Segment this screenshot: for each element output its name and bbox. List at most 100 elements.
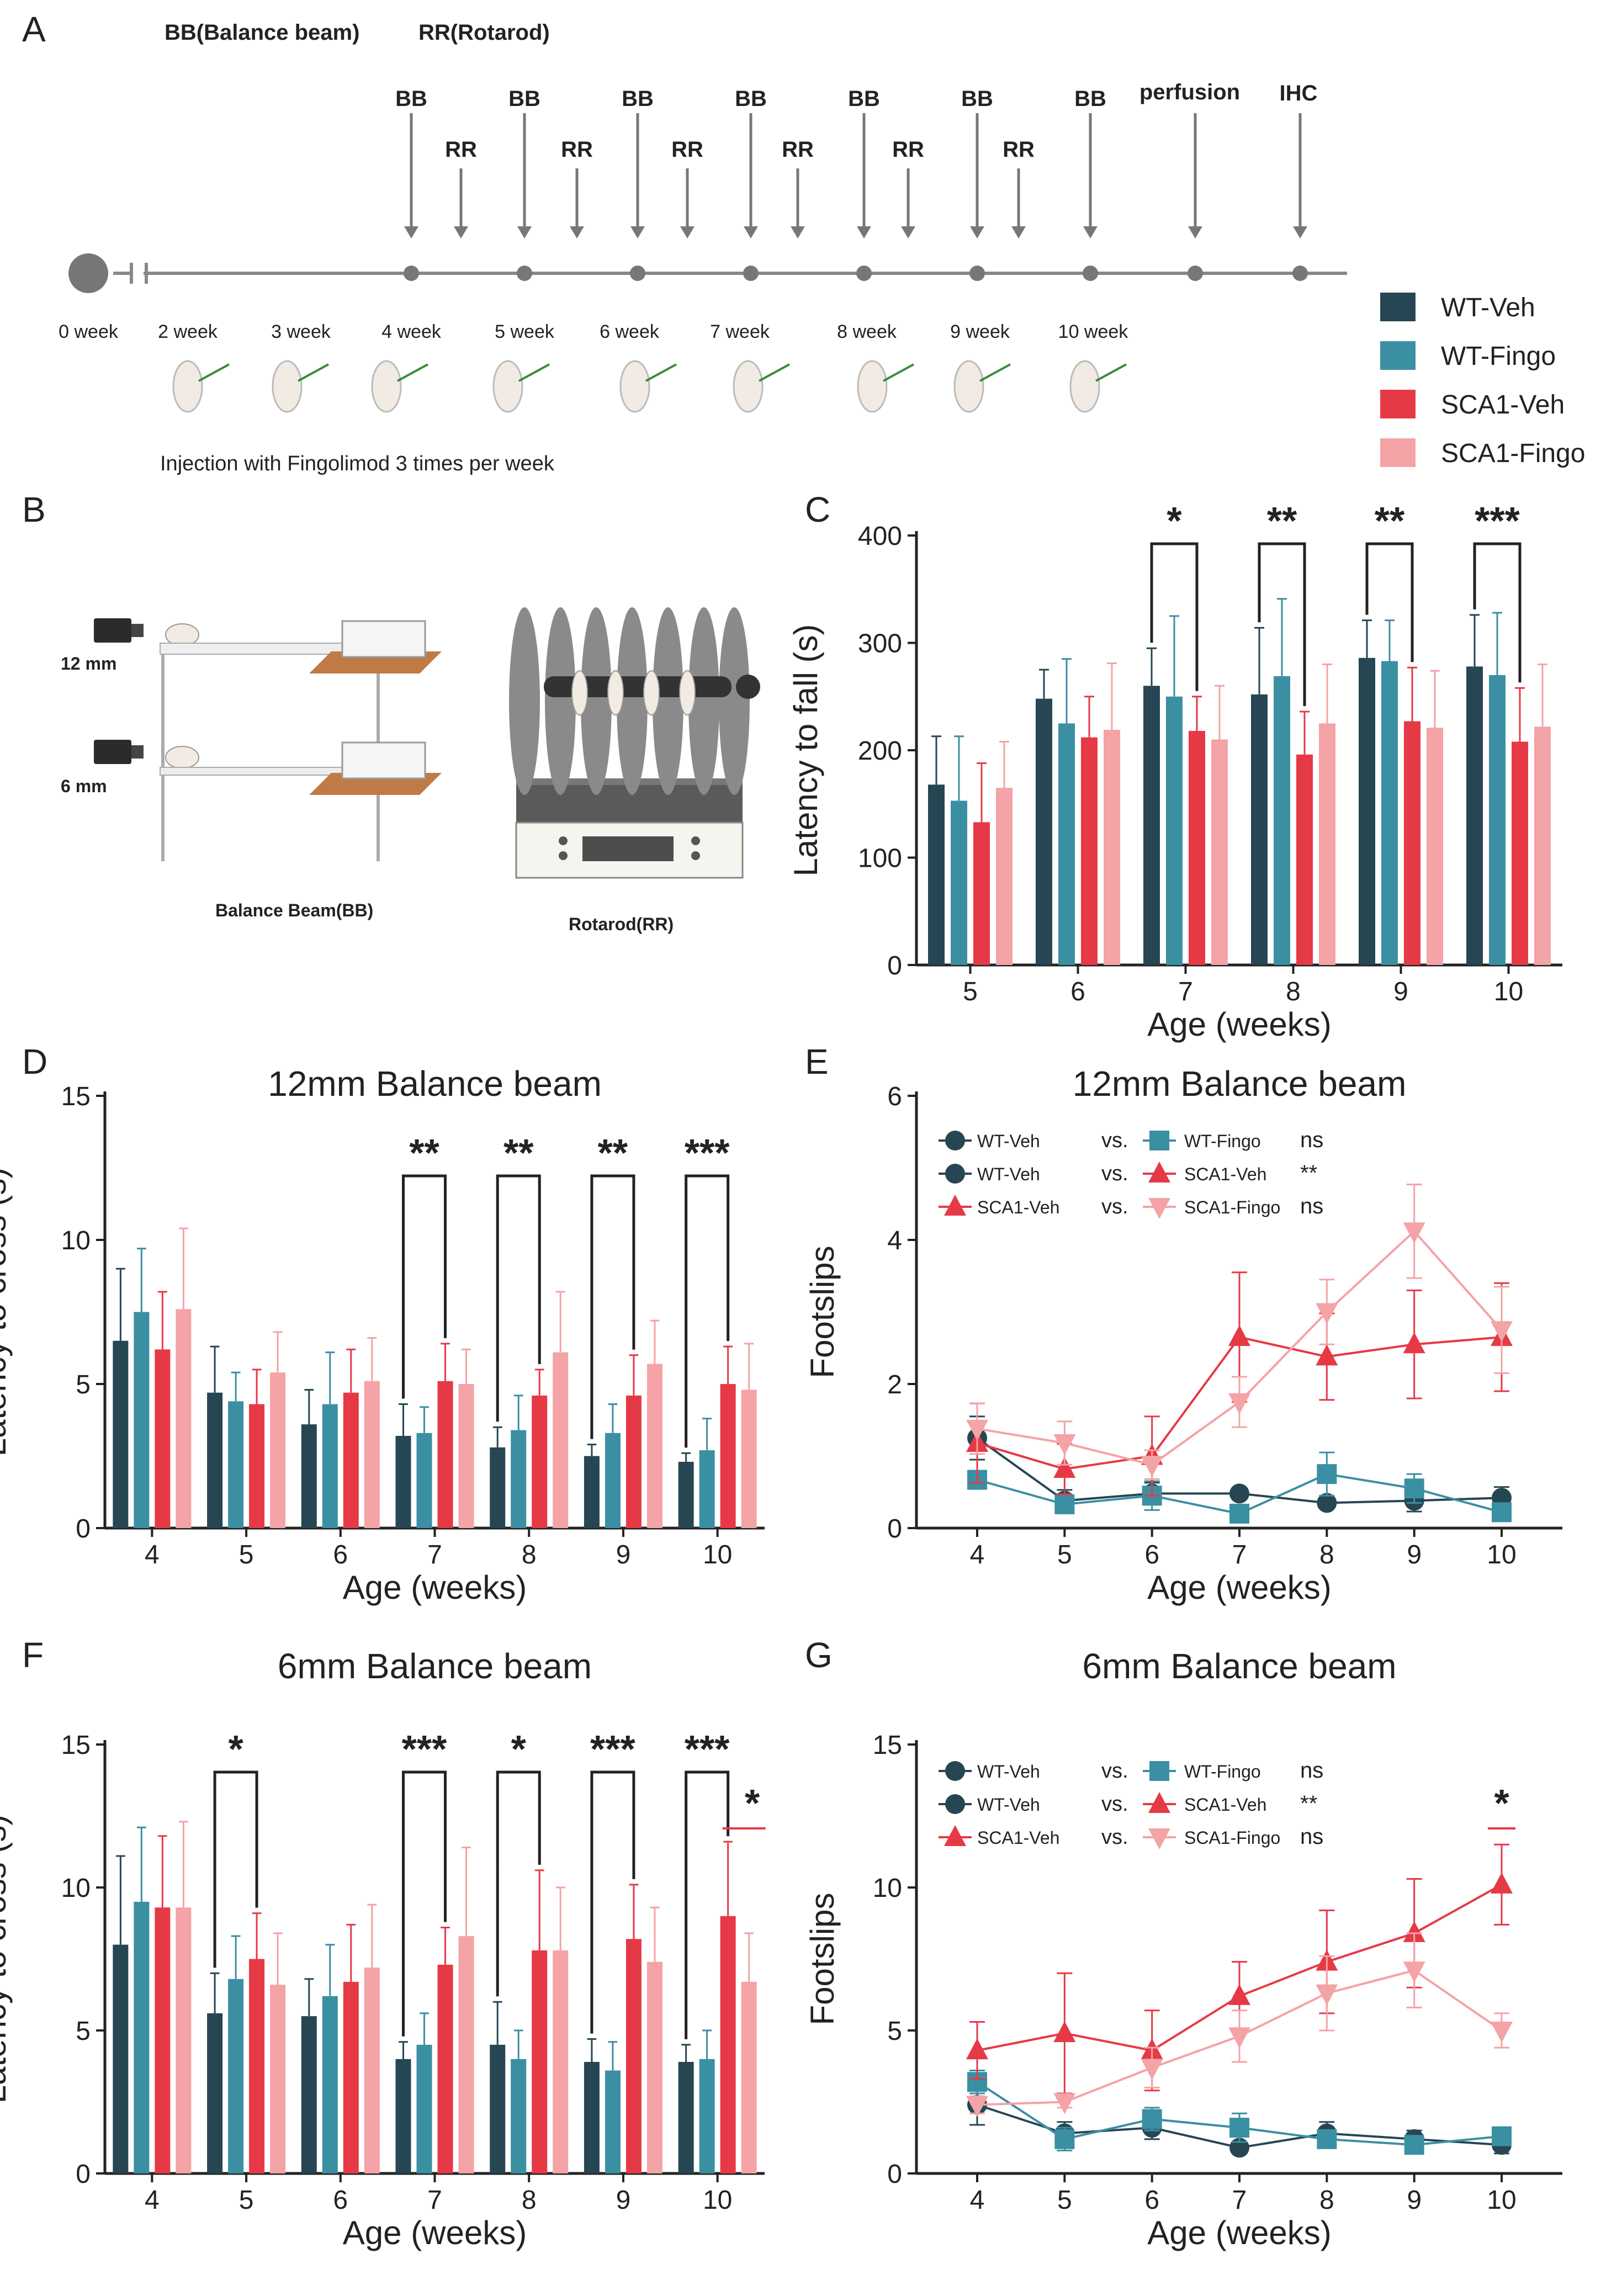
x-tick-label: 4 — [145, 2186, 160, 2215]
significance-bracket — [402, 1770, 447, 2037]
point-sca1-veh — [1403, 1921, 1425, 1942]
comparison-vs: vs. — [1101, 1759, 1128, 1783]
bar-wt-fingo — [416, 2044, 432, 2173]
point-sca1-veh — [1228, 1325, 1250, 1346]
bar-sca1-veh — [343, 1392, 359, 1528]
comparison-marker — [1149, 1131, 1169, 1150]
x-tick-label: 9 — [616, 2186, 631, 2215]
label-bb: BB — [735, 87, 767, 111]
panel-letter-f: F — [22, 1635, 44, 1675]
point-sca1-fingo — [1403, 1222, 1425, 1244]
y-tick-label: 400 — [858, 522, 902, 551]
timeline-dot — [630, 266, 645, 281]
bar-sca1-veh — [1512, 741, 1528, 965]
bar-wt-fingo — [1274, 676, 1290, 965]
significance-bracket — [1150, 542, 1199, 691]
significance-bracket — [685, 1770, 730, 2039]
comparison-series-b: WT-Fingo — [1184, 1131, 1261, 1151]
mouse-icon — [643, 670, 660, 715]
x-tick-label: 9 — [1407, 2186, 1422, 2215]
comparison-significance: ns — [1300, 1825, 1323, 1849]
significance-label: *** — [402, 1727, 447, 1770]
mouse-icon — [272, 360, 303, 413]
camera-icon — [94, 618, 131, 643]
rotarod-divider — [581, 607, 612, 795]
significance-label: * — [228, 1727, 243, 1770]
bar-sca1-veh — [1189, 730, 1205, 965]
comparison-series-a: SCA1-Veh — [977, 1828, 1059, 1848]
x-tick-label: 5 — [963, 977, 978, 1006]
camera-lens-icon — [131, 745, 144, 759]
bar-wt-veh — [584, 1456, 600, 1528]
bar-wt-veh — [207, 2013, 223, 2173]
comparison-marker — [1149, 1761, 1169, 1781]
x-tick-label: 8 — [1319, 2186, 1334, 2215]
legend: WT-Veh WT-Fingo SCA1-Veh SCA1-Fingo — [1380, 293, 1585, 468]
comparison-series-a: WT-Veh — [977, 1762, 1040, 1781]
x-tick-label: 9 — [616, 1540, 631, 1569]
camera-lens-icon — [131, 624, 144, 637]
y-tick-label: 5 — [887, 2017, 902, 2046]
bar-wt-fingo — [228, 1401, 244, 1528]
comparison-vs: vs. — [1101, 1826, 1128, 1849]
syringe-icon — [298, 363, 329, 382]
significance-bracket — [496, 1174, 541, 1422]
rotarod-button — [691, 851, 700, 860]
significance-bracket — [496, 1770, 541, 1997]
point-wt-fingo — [1404, 2135, 1424, 2155]
significance-bracket — [1258, 542, 1306, 706]
comparison-marker — [1148, 1828, 1170, 1849]
x-tick-label: 8 — [522, 2186, 537, 2215]
bar-wt-veh — [678, 1461, 694, 1528]
bar-sca1-fingo — [270, 1985, 286, 2173]
beam-label-6mm: 6 mm — [61, 776, 107, 796]
x-tick-label: 7 — [427, 2186, 442, 2215]
significance-bracket — [1473, 542, 1522, 683]
label-bb: BB — [961, 87, 993, 111]
bar-wt-fingo — [511, 2059, 527, 2173]
syringe-icon — [1095, 363, 1127, 382]
x-tick-label: 10 — [703, 1540, 732, 1569]
bar-sca1-fingo — [458, 1936, 474, 2173]
significance-bracket — [1365, 542, 1414, 662]
bar-wt-veh — [1143, 686, 1160, 965]
y-tick-label: 300 — [858, 629, 902, 659]
week-label: 2 week — [158, 321, 218, 342]
y-axis-label: Latency to cross (s) — [0, 1815, 13, 2104]
point-wt-fingo — [1492, 2126, 1512, 2146]
legend-swatch-wt-veh — [1380, 293, 1416, 321]
rotarod-illustration: Rotarod(RR) — [509, 607, 760, 934]
significance-label: *** — [685, 1131, 730, 1174]
bar-wt-fingo — [1058, 723, 1075, 965]
panel-letter-a: A — [22, 9, 46, 49]
bar-sca1-veh — [720, 1916, 736, 2173]
x-tick-label: 6 — [1144, 2186, 1159, 2215]
chart-12mm-footslips: 0 2 4 6 4 5 6 7 8 9 10 WT-Veh vs. WT-Fingo ns WT-Veh vs.… — [804, 1064, 1562, 1606]
label-bb: BB — [395, 87, 427, 111]
y-tick-label: 0 — [887, 2160, 902, 2189]
x-tick-label: 6 — [333, 1540, 348, 1569]
bar-wt-veh — [928, 784, 945, 965]
bar-wt-fingo — [134, 1312, 150, 1528]
x-tick-label: 5 — [1057, 2186, 1072, 2215]
legend-swatch-sca1-veh — [1380, 390, 1416, 418]
x-axis-label: Age (weeks) — [1147, 1006, 1331, 1043]
mouse-icons — [172, 360, 1127, 413]
legend-label-wt-fingo: WT-Fingo — [1441, 342, 1556, 371]
comparison-marker — [1148, 1792, 1170, 1813]
red-significance-star: * — [745, 1781, 760, 1825]
mouse-icon — [953, 360, 984, 413]
comparison-marker — [944, 1195, 966, 1216]
timeline-dot — [856, 266, 872, 281]
x-tick-label: 7 — [1232, 1540, 1247, 1569]
bar-wt-veh — [678, 2061, 694, 2173]
label-rr: RR — [445, 137, 477, 162]
comparison-vs: vs. — [1101, 1793, 1128, 1816]
comparison-significance: ** — [1300, 1791, 1317, 1816]
y-tick-label: 10 — [873, 1874, 902, 1903]
point-sca1-fingo — [1316, 1984, 1338, 2006]
point-wt-fingo — [1054, 1494, 1075, 1514]
panel-letter-c: C — [805, 490, 830, 529]
bar-sca1-veh — [437, 1964, 453, 2173]
